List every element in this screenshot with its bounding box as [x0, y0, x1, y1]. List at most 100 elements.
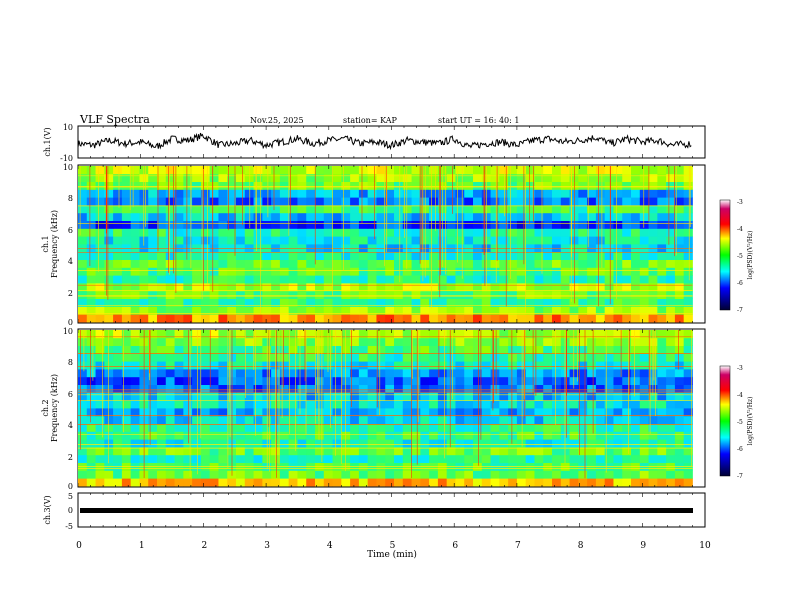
spec-cell	[464, 212, 474, 221]
spec-cell	[78, 400, 88, 409]
spec-cell	[358, 275, 369, 284]
spec-cell	[508, 431, 518, 440]
spec-cell	[402, 431, 412, 440]
spec-cell	[130, 298, 140, 307]
ch3-trace-line	[80, 508, 693, 513]
spec-cell	[508, 361, 518, 370]
spec-cell	[516, 244, 527, 253]
spec-cell	[411, 392, 421, 401]
spec-cell	[560, 376, 570, 385]
spec-cell	[499, 314, 509, 323]
spec-cell	[683, 259, 693, 268]
spec-cell	[209, 384, 219, 393]
spec-cell	[446, 205, 456, 214]
spec-cell	[516, 166, 527, 175]
spec-cell	[657, 197, 667, 206]
spec-cell	[209, 431, 219, 440]
spec-cell	[209, 181, 219, 190]
spec-cell	[525, 259, 535, 268]
spec-cell	[376, 236, 386, 245]
spec-cell	[86, 205, 96, 214]
spec-cell	[385, 384, 395, 393]
spec-cell	[455, 166, 465, 175]
spec-cell	[639, 361, 649, 370]
spec-cell	[499, 236, 509, 245]
spec-cell	[218, 330, 228, 339]
spec-cell	[323, 251, 333, 260]
spec-cell	[429, 166, 439, 175]
spec-cell	[358, 337, 369, 346]
spec-cell	[236, 290, 246, 299]
spec-cell	[534, 369, 544, 378]
spec-cell	[490, 447, 500, 456]
spec-cell	[350, 267, 360, 276]
spec-cell	[148, 166, 158, 175]
spec-cell	[376, 408, 386, 417]
ch2-freq-ytick-2: 2	[68, 453, 73, 462]
spec-cell	[288, 267, 298, 276]
spec-cell	[323, 267, 333, 276]
spec-cell	[157, 173, 167, 182]
spec-cell	[534, 400, 544, 409]
spec-cell	[569, 353, 579, 362]
spec-cell	[288, 306, 298, 315]
spec-cell	[200, 330, 211, 339]
spec-cell	[622, 470, 632, 479]
spec-cell	[508, 228, 518, 237]
spec-cell	[446, 447, 456, 456]
spec-cell	[481, 478, 491, 487]
spec-cell	[648, 173, 658, 182]
spec-cell	[236, 298, 246, 307]
spec-cell	[113, 220, 123, 229]
spec-cell	[543, 330, 553, 339]
spec-cell	[490, 314, 500, 323]
spec-cell	[552, 439, 562, 448]
spec-cell	[341, 205, 351, 214]
spec-cell	[639, 267, 649, 276]
spec-cell	[499, 244, 509, 253]
spec-cell	[402, 205, 412, 214]
spec-cell	[508, 337, 518, 346]
spec-cell	[622, 251, 632, 260]
spec-cell	[323, 259, 333, 268]
spec-cell	[534, 408, 544, 417]
spec-cell	[411, 478, 421, 487]
spec-cell	[385, 314, 395, 323]
spec-cell	[218, 314, 228, 323]
spec-cell	[288, 384, 298, 393]
axis-ticks	[77, 126, 706, 527]
spec-cell	[174, 197, 184, 206]
spec-cell	[376, 212, 386, 221]
spec-cell	[332, 290, 342, 299]
spec-cell	[639, 337, 649, 346]
spec-cell	[200, 470, 211, 479]
spec-cell	[552, 205, 562, 214]
spec-cell	[385, 173, 395, 182]
spec-cell	[236, 166, 246, 175]
spec-cell	[227, 306, 237, 315]
spec-cell	[341, 470, 351, 479]
spec-cell	[244, 236, 254, 245]
ch1-cbar-tick-m3: -3	[737, 199, 743, 206]
spec-cell	[420, 330, 430, 339]
spec-cell	[657, 454, 667, 463]
spec-cell	[683, 376, 693, 385]
spec-cell	[341, 290, 351, 299]
spec-cell	[385, 439, 395, 448]
spec-cell	[209, 314, 219, 323]
spec-cell	[130, 181, 140, 190]
start-time-label: start UT = 16: 40: 1	[438, 116, 519, 125]
spec-cell	[288, 275, 298, 284]
spec-cell	[674, 228, 685, 237]
spec-cell	[113, 166, 123, 175]
spec-cell	[674, 337, 685, 346]
spec-cell	[648, 454, 658, 463]
ch2-cbar-tick-m7: -7	[737, 473, 743, 480]
spec-cell	[481, 298, 491, 307]
spec-cell	[165, 275, 175, 284]
spec-cell	[455, 478, 465, 487]
spec-cell	[183, 384, 193, 393]
spec-cell	[446, 353, 456, 362]
spec-cell	[95, 236, 105, 245]
spec-cell	[429, 345, 439, 354]
